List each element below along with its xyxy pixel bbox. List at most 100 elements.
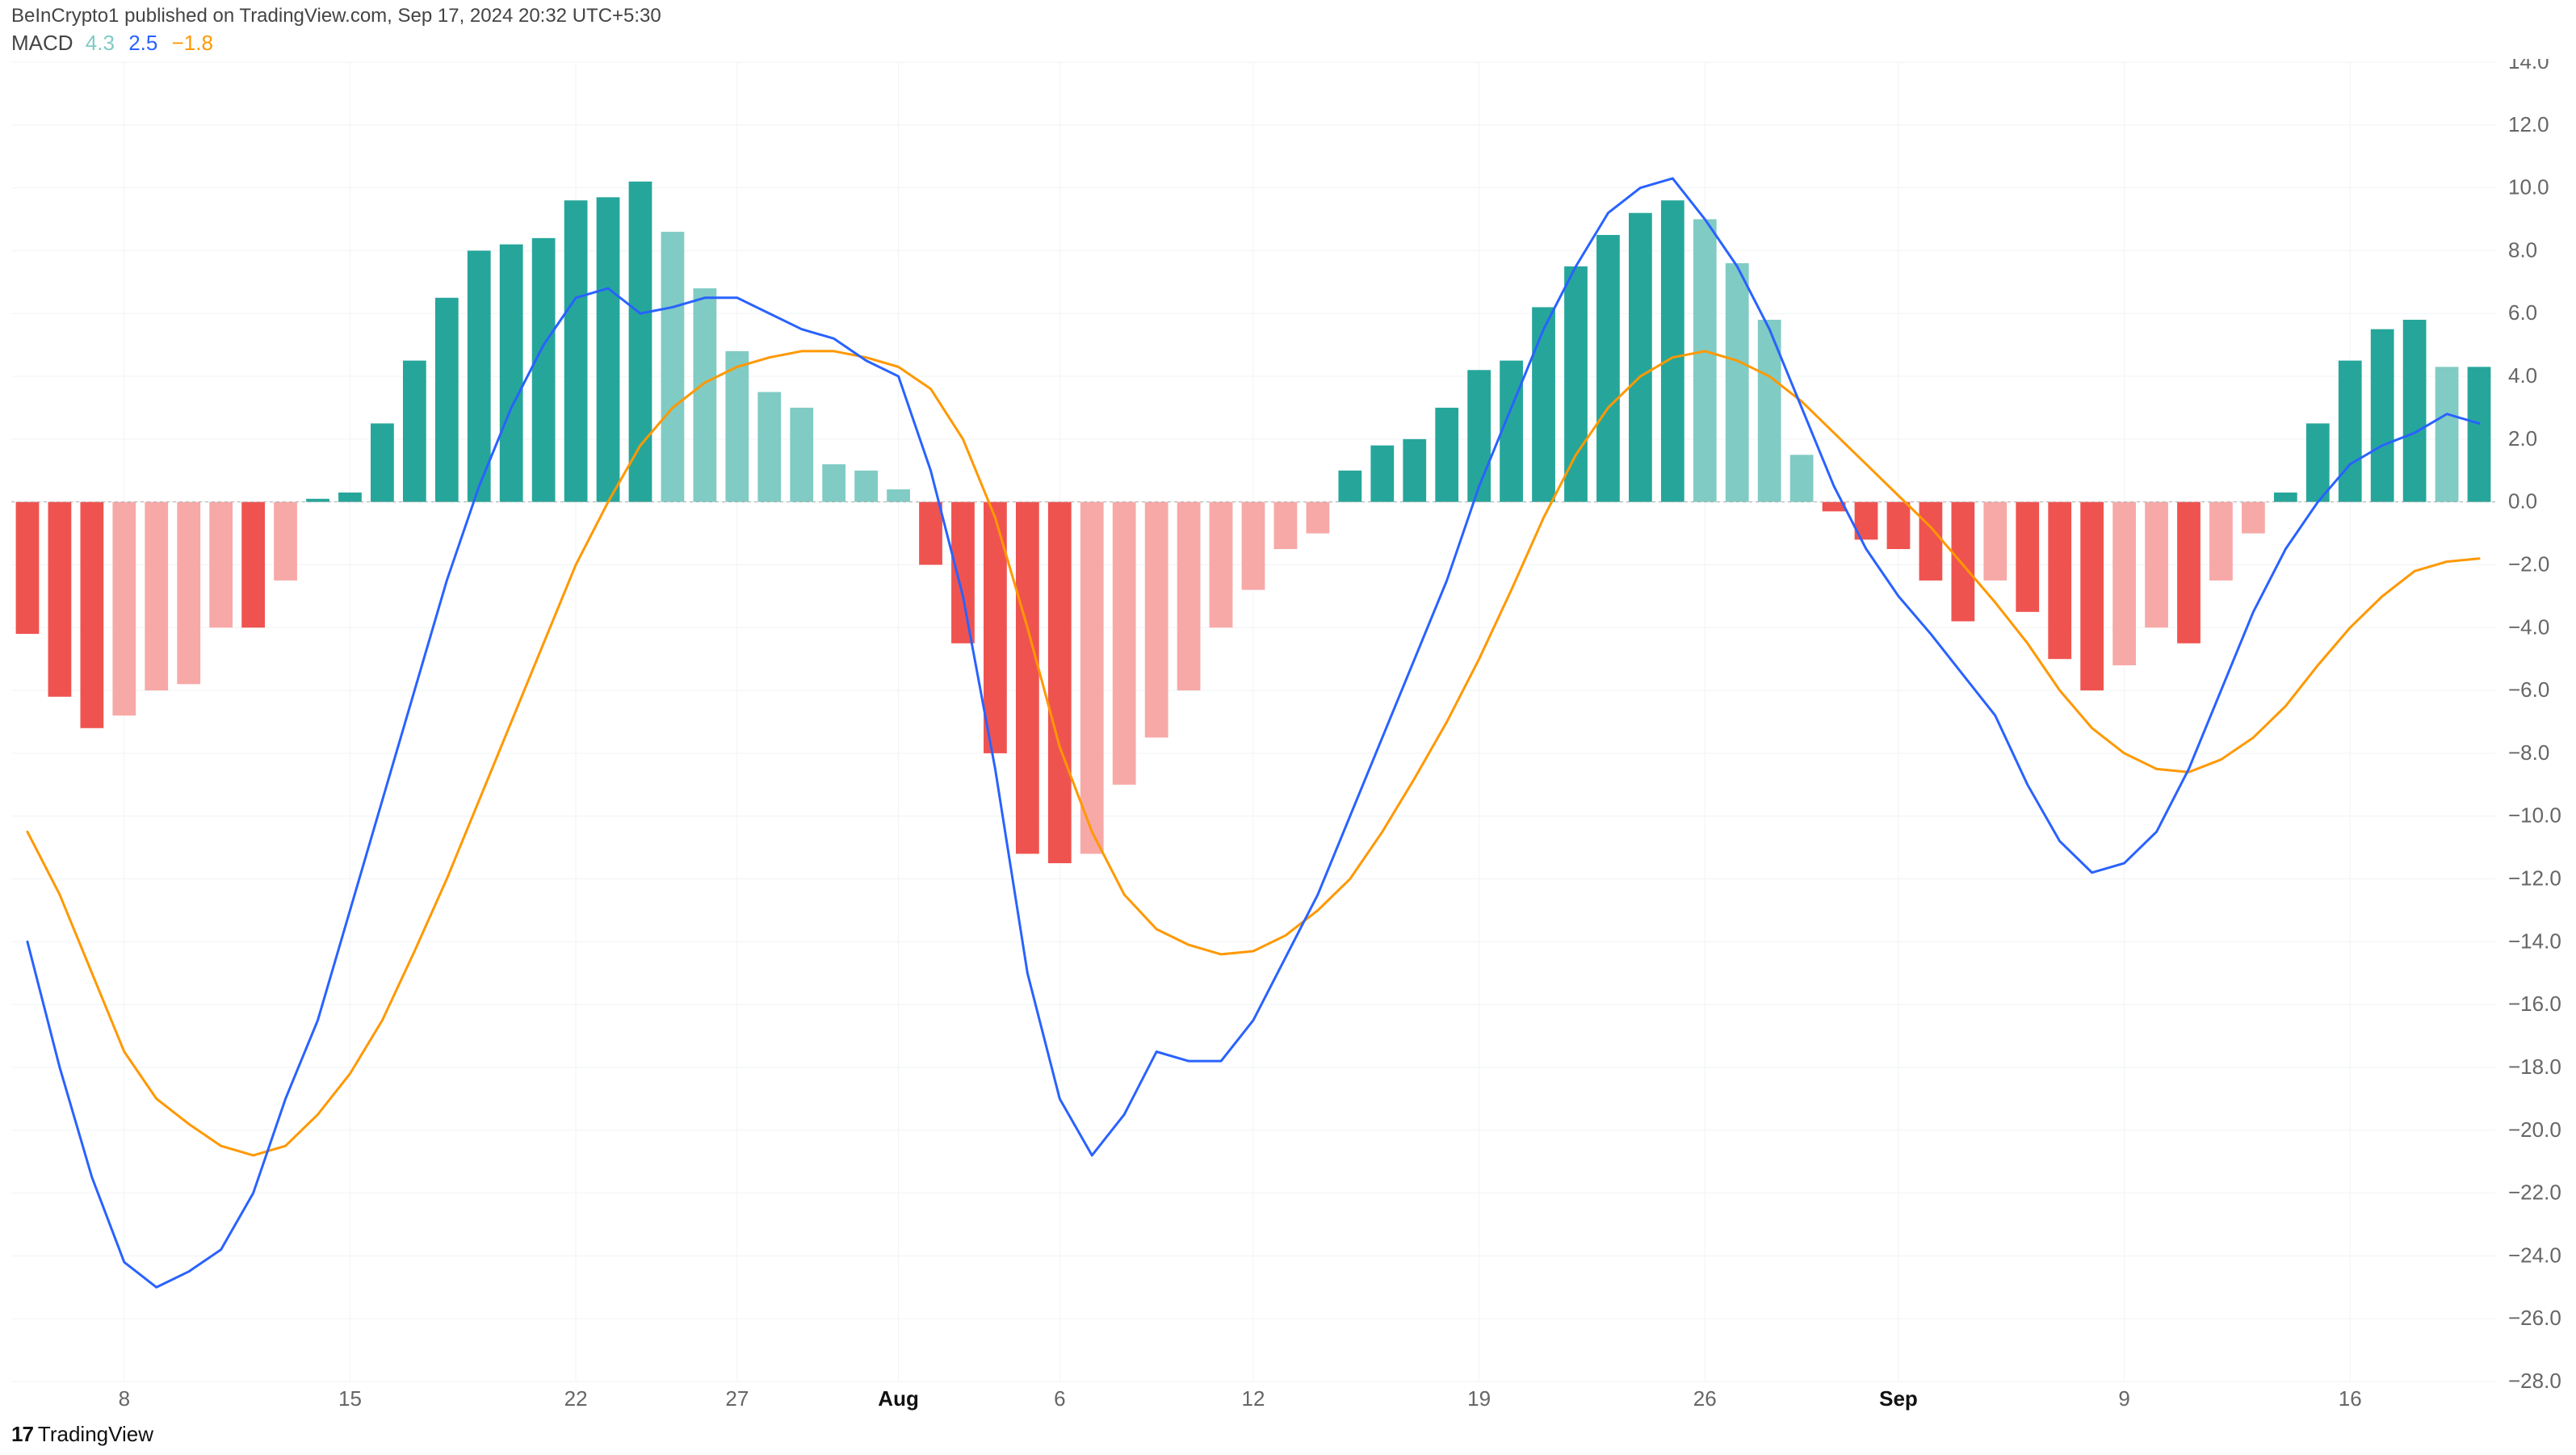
- hist-bar: [80, 502, 103, 728]
- svg-text:15: 15: [338, 1386, 362, 1411]
- hist-bar: [2274, 493, 2297, 502]
- hist-bar: [177, 502, 200, 685]
- hist-bar: [919, 502, 942, 565]
- hist-bar: [1016, 502, 1039, 854]
- svg-text:8.0: 8.0: [2508, 237, 2537, 262]
- hist-bar: [1370, 446, 1394, 502]
- hist-bar: [1790, 455, 1814, 501]
- svg-text:−4.0: −4.0: [2508, 614, 2549, 639]
- hist-bar: [1274, 502, 1298, 549]
- hist-bar: [2209, 502, 2233, 581]
- svg-text:22: 22: [564, 1386, 588, 1411]
- hist-bar: [48, 502, 72, 697]
- hist-bar: [306, 499, 329, 502]
- hist-bar: [112, 502, 136, 716]
- hist-bar: [1210, 502, 1233, 628]
- svg-text:10.0: 10.0: [2508, 175, 2549, 199]
- hist-bar: [2145, 502, 2168, 628]
- svg-text:27: 27: [725, 1386, 749, 1411]
- svg-text:4.0: 4.0: [2508, 363, 2537, 388]
- hist-bar: [1983, 502, 2007, 581]
- hist-bar: [1467, 370, 1491, 501]
- chart-area[interactable]: −28.0−26.0−24.0−22.0−20.0−18.0−16.0−14.0…: [0, 59, 2576, 1417]
- hist-bar: [1919, 502, 1943, 581]
- svg-text:−10.0: −10.0: [2508, 803, 2561, 828]
- hist-bar: [2339, 361, 2362, 502]
- hist-bar: [2016, 502, 2039, 612]
- hist-bar: [1145, 502, 1168, 738]
- svg-text:12.0: 12.0: [2508, 112, 2549, 136]
- legend-signal-value: −1.8: [172, 31, 213, 55]
- hist-bar: [371, 423, 394, 501]
- hist-bar: [209, 502, 233, 628]
- svg-text:−26.0: −26.0: [2508, 1306, 2561, 1330]
- hist-bar: [532, 238, 556, 502]
- hist-bar: [629, 182, 652, 502]
- hist-bar: [2306, 423, 2330, 501]
- hist-bar: [1726, 263, 1749, 502]
- hist-bar: [2435, 367, 2459, 501]
- hist-bar: [500, 245, 523, 502]
- svg-text:2.0: 2.0: [2508, 426, 2537, 451]
- svg-text:−16.0: −16.0: [2508, 992, 2561, 1016]
- svg-text:−20.0: −20.0: [2508, 1117, 2561, 1142]
- hist-bar: [1113, 502, 1136, 785]
- svg-text:6.0: 6.0: [2508, 300, 2537, 325]
- hist-bar: [1080, 502, 1104, 854]
- hist-bar: [887, 489, 910, 502]
- hist-bar: [757, 392, 781, 502]
- hist-bar: [403, 361, 426, 502]
- hist-bar: [1500, 361, 1523, 502]
- hist-bar: [564, 200, 588, 501]
- svg-text:6: 6: [1054, 1386, 1065, 1411]
- hist-bar: [984, 502, 1007, 753]
- svg-text:Sep: Sep: [1879, 1386, 1918, 1411]
- hist-bar: [1435, 408, 1458, 502]
- hist-bar: [1596, 235, 1620, 502]
- hist-bar: [597, 197, 620, 501]
- hist-bar: [1403, 439, 1426, 502]
- hist-bar: [725, 351, 749, 502]
- hist-bar: [2177, 502, 2201, 644]
- hist-bar: [1661, 200, 1684, 501]
- svg-text:9: 9: [2118, 1386, 2129, 1411]
- macd-legend: MACD 4.3 2.5 −1.8: [0, 29, 2576, 59]
- hist-bar: [1338, 471, 1361, 502]
- hist-bar: [951, 502, 975, 644]
- hist-bar: [435, 298, 459, 502]
- svg-text:8: 8: [119, 1386, 130, 1411]
- legend-macd-value: 2.5: [128, 31, 157, 55]
- hist-bar: [16, 502, 40, 634]
- hist-bar: [145, 502, 168, 690]
- svg-text:19: 19: [1467, 1386, 1491, 1411]
- tradingview-logo-text: TradingView: [38, 1422, 153, 1447]
- hist-bar: [1307, 502, 1330, 534]
- hist-bar: [1048, 502, 1072, 863]
- svg-text:−22.0: −22.0: [2508, 1180, 2561, 1205]
- legend-hist-value: 4.3: [86, 31, 115, 55]
- hist-bar: [2080, 502, 2104, 690]
- hist-bar: [2371, 329, 2394, 502]
- hist-bar: [2242, 502, 2265, 534]
- svg-text:16: 16: [2339, 1386, 2362, 1411]
- hist-bar: [241, 502, 265, 628]
- hist-bar: [854, 471, 878, 502]
- svg-text:26: 26: [1693, 1386, 1717, 1411]
- hist-bar: [1532, 307, 1555, 501]
- hist-bar: [1887, 502, 1911, 549]
- tradingview-logo-icon: 17: [11, 1422, 33, 1447]
- publish-caption: BeInCrypto1 published on TradingView.com…: [0, 0, 2576, 29]
- svg-text:−6.0: −6.0: [2508, 677, 2549, 702]
- hist-bar: [1177, 502, 1201, 690]
- svg-text:12: 12: [1242, 1386, 1265, 1411]
- hist-bar: [274, 502, 297, 581]
- svg-text:−18.0: −18.0: [2508, 1055, 2561, 1079]
- hist-bar: [2403, 320, 2427, 502]
- legend-label: MACD: [11, 31, 73, 55]
- macd-chart[interactable]: −28.0−26.0−24.0−22.0−20.0−18.0−16.0−14.0…: [0, 59, 2576, 1417]
- hist-bar: [338, 493, 362, 502]
- hist-bar: [1951, 502, 1974, 622]
- svg-text:−12.0: −12.0: [2508, 866, 2561, 891]
- hist-bar: [1564, 266, 1588, 502]
- hist-bar: [661, 232, 685, 502]
